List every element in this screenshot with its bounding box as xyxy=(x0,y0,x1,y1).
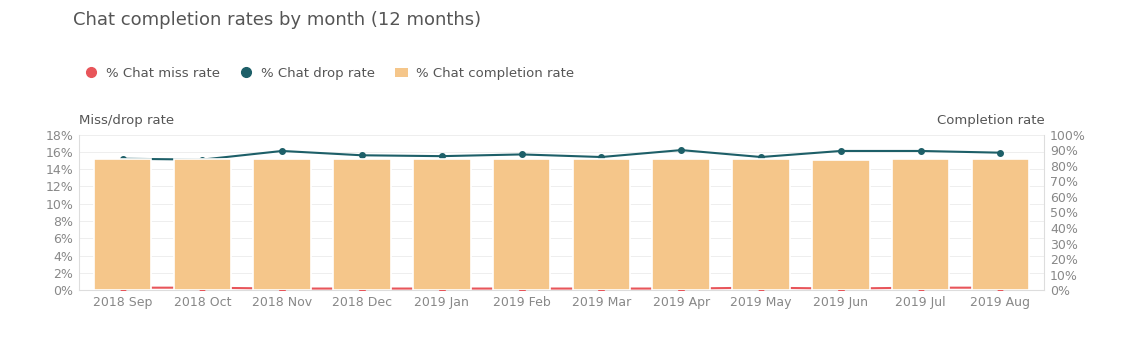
Text: Completion rate: Completion rate xyxy=(937,114,1044,127)
Bar xyxy=(892,159,949,290)
Bar xyxy=(573,159,630,290)
Bar xyxy=(812,160,869,290)
Bar xyxy=(732,159,789,290)
Bar xyxy=(413,159,471,290)
Bar xyxy=(254,159,311,290)
Text: Chat completion rates by month (12 months): Chat completion rates by month (12 month… xyxy=(73,11,481,29)
Bar xyxy=(493,159,550,290)
Bar xyxy=(334,159,391,290)
Bar xyxy=(94,159,152,290)
Bar xyxy=(174,159,231,290)
Bar xyxy=(971,159,1029,290)
Bar xyxy=(652,159,710,290)
Text: Miss/drop rate: Miss/drop rate xyxy=(79,114,174,127)
Legend: % Chat miss rate, % Chat drop rate, % Chat completion rate: % Chat miss rate, % Chat drop rate, % Ch… xyxy=(80,62,579,85)
